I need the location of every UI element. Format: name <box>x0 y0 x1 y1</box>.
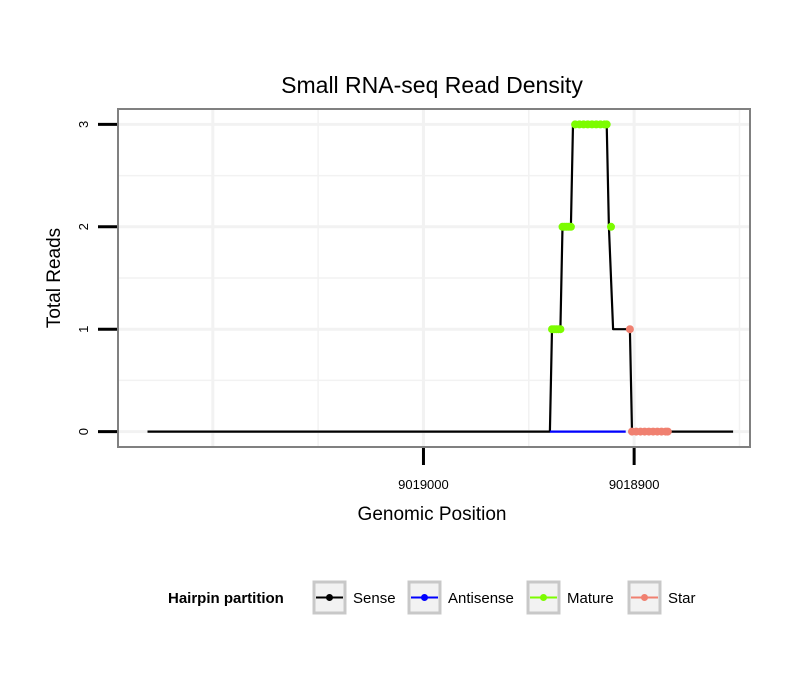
legend-title: Hairpin partition <box>168 590 284 607</box>
data-point-mature <box>556 325 565 334</box>
data-point-mature <box>607 222 615 231</box>
legend-label-sense: Sense <box>353 590 396 607</box>
legend-key-point-antisense <box>421 594 428 601</box>
data-point-mature <box>566 222 575 231</box>
legend-label-mature: Mature <box>567 590 614 607</box>
legend-label-star: Star <box>668 590 696 607</box>
grid-lines <box>118 109 750 447</box>
plot-panel-border <box>117 108 751 448</box>
legend-label-antisense: Antisense <box>448 590 514 607</box>
data-point-star <box>625 325 634 334</box>
legend-key-point-mature <box>540 594 547 601</box>
legend-key-point-star <box>641 594 648 601</box>
legend-key-point-sense <box>326 594 333 601</box>
axes: 0 1 2 3 9019000 9018900 <box>76 121 659 492</box>
chart-title: Small RNA-seq Read Density <box>281 72 583 98</box>
y-tick-label: 1 <box>76 326 91 333</box>
y-tick-label: 2 <box>76 223 91 230</box>
y-tick-label: 0 <box>76 428 91 435</box>
x-axis-title: Genomic Position <box>358 504 507 525</box>
series-layer <box>147 120 734 436</box>
data-point-mature <box>602 120 611 129</box>
x-tick-label: 9019000 <box>398 477 449 492</box>
y-axis-title: Total Reads <box>44 228 65 328</box>
data-point-star <box>663 427 672 436</box>
y-tick-label: 3 <box>76 121 91 128</box>
x-tick-label: 9018900 <box>609 477 660 492</box>
legend: Hairpin partition Sense Antisense Mature St… <box>168 580 696 615</box>
